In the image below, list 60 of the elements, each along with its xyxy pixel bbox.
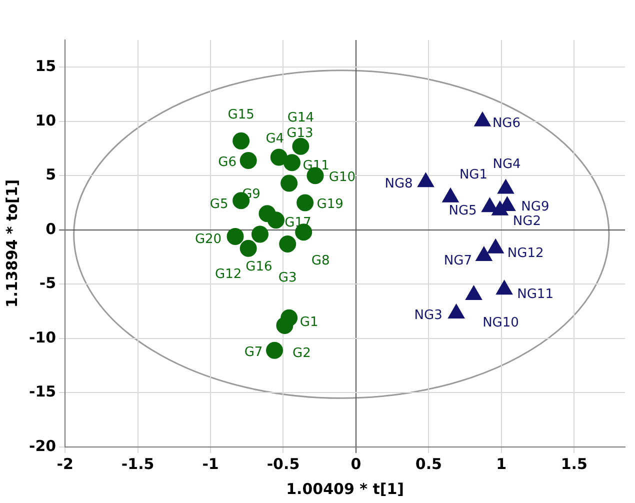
- data-label: NG7: [444, 253, 472, 268]
- point: [251, 226, 268, 243]
- data-label: G3: [278, 270, 297, 286]
- data-label: NG2: [512, 214, 541, 229]
- data-label: G4: [266, 132, 284, 147]
- data-label: NG1: [459, 168, 488, 183]
- data-label: NG3: [414, 308, 442, 323]
- data-label: NG12: [507, 246, 544, 261]
- data-label: G12: [215, 266, 242, 282]
- data-label: G7: [244, 344, 263, 360]
- data-label: NG10: [482, 315, 519, 330]
- data-label: G16: [246, 260, 272, 275]
- data-label: G14: [287, 110, 314, 126]
- y-tick-label: -10: [28, 328, 56, 346]
- data-label: G8: [311, 253, 330, 268]
- data-label: NG11: [517, 287, 554, 302]
- point: [283, 154, 300, 172]
- point: [276, 316, 294, 334]
- data-label: G20: [194, 232, 222, 247]
- y-tick-label: -5: [39, 274, 56, 292]
- point: [296, 194, 314, 212]
- y-tick-label: -20: [28, 436, 56, 455]
- point: [280, 174, 298, 192]
- point: [279, 236, 296, 253]
- point: [267, 212, 284, 229]
- data-label: G2: [292, 346, 311, 361]
- data-label: G19: [316, 197, 344, 212]
- x-tick-label: -2: [56, 454, 74, 473]
- y-tick-label: -15: [28, 382, 56, 401]
- data-label: NG4: [492, 157, 521, 172]
- point: [270, 148, 288, 166]
- point: [292, 138, 310, 155]
- x-tick-label: 0: [350, 454, 362, 473]
- y-tick-label: 10: [35, 111, 56, 130]
- point: [240, 152, 257, 169]
- data-label: G5: [210, 197, 228, 212]
- data-label: G6: [218, 154, 237, 170]
- data-label: G13: [286, 126, 314, 142]
- y-axis-title: 1.13894 * to[1]: [2, 179, 21, 308]
- x-tick-label: 1.5: [560, 454, 588, 473]
- x-tick-label: -1: [202, 454, 219, 473]
- y-tick-label: 5: [46, 166, 56, 184]
- y-tick-label: 15: [35, 57, 56, 76]
- point: [232, 132, 250, 150]
- data-label: G15: [228, 107, 254, 122]
- data-label: NG5: [448, 204, 477, 219]
- data-label: NG9: [521, 199, 550, 214]
- x-tick-label: 1: [496, 454, 507, 473]
- data-label: G1: [300, 315, 318, 330]
- point: [240, 240, 257, 257]
- data-label: G10: [328, 170, 356, 186]
- data-label: NG8: [384, 176, 413, 192]
- data-label: NG6: [492, 116, 521, 131]
- point: [226, 228, 244, 245]
- x-tick-label: 0.5: [415, 454, 442, 473]
- y-tick-label: 0: [46, 220, 56, 238]
- point: [266, 342, 284, 359]
- x-tick-label: -0.5: [266, 454, 300, 473]
- x-tick-label: -1.5: [121, 454, 154, 473]
- x-axis-title: 1.00409 * t[1]: [286, 480, 404, 498]
